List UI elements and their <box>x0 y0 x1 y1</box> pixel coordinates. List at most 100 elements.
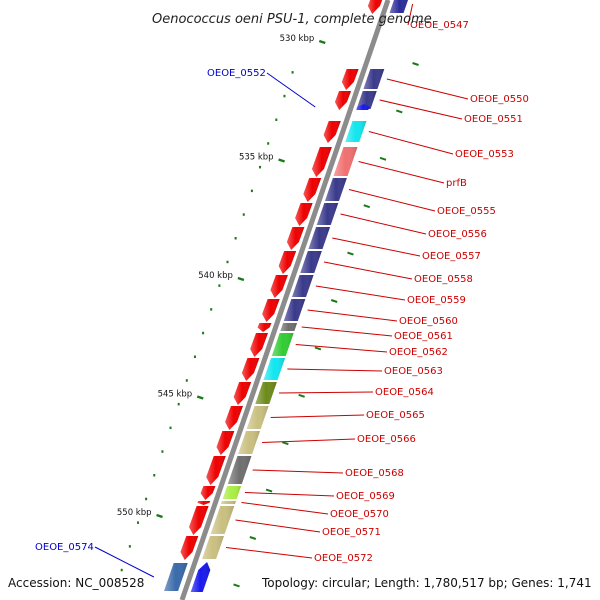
tick-mark <box>237 276 245 282</box>
cog-block-shading <box>227 456 252 484</box>
cog-block-shading <box>210 506 235 534</box>
topology-text: Topology: circular; Length: 1,780,517 bp… <box>261 576 592 590</box>
leader-line-oeoe-0561 <box>301 326 393 337</box>
gene-label-oeoe-0559[interactable]: OEOE_0559 <box>407 295 466 306</box>
cog-block-shading <box>308 227 331 249</box>
gene-label-oeoe-0551[interactable]: OEOE_0551 <box>464 114 523 125</box>
gene-prfb[interactable] <box>311 147 332 177</box>
outer-tick <box>347 251 354 256</box>
gene-label-oeoe-0550[interactable]: OEOE_0550 <box>470 94 529 105</box>
minor-tick <box>177 402 180 406</box>
gene-label-oeoe-0561[interactable]: OEOE_0561 <box>394 331 453 342</box>
gene-oeoe-0552[interactable] <box>356 104 370 110</box>
minor-tick <box>242 213 245 216</box>
gene-label-oeoe-0555[interactable]: OEOE_0555 <box>437 206 496 217</box>
cog-block-shading <box>164 563 188 591</box>
gene-label-oeoe-0563[interactable]: OEOE_0563 <box>384 366 443 377</box>
cog-block-shading <box>263 358 286 380</box>
gene-oeoe-0568[interactable] <box>206 456 226 485</box>
minor-tick <box>169 426 172 430</box>
gene-label-oeoe-0570[interactable]: OEOE_0570 <box>330 509 389 520</box>
gene-arrow-shading <box>190 562 211 592</box>
gene-oeoe-0562[interactable] <box>250 333 269 357</box>
gene-oeoe-0572[interactable] <box>180 536 199 560</box>
gene-oeoe-0569[interactable] <box>200 486 216 500</box>
gene-oeoe-0574[interactable] <box>190 562 211 592</box>
gene-oeoe-0565[interactable] <box>225 406 243 430</box>
leader-line-oeoe-0566 <box>262 438 356 443</box>
gene-label-prfb[interactable]: prfB <box>446 178 467 189</box>
tick-label: 530 kbp <box>280 34 315 44</box>
gene-label-oeoe-0556[interactable]: OEOE_0556 <box>428 229 487 240</box>
leader-line-oeoe-0551 <box>379 99 463 120</box>
outer-tick <box>282 441 289 446</box>
gene-oeoe-0564[interactable] <box>233 382 252 405</box>
tick-mark <box>196 395 204 400</box>
leader-line-oeoe-0569 <box>244 492 335 497</box>
gene-oeoe-0571[interactable] <box>189 506 209 535</box>
gene-arrow-shading <box>341 69 359 90</box>
gene-oeoe-0558[interactable] <box>278 251 297 274</box>
minor-tick <box>145 497 148 501</box>
gene-oeoe-0563[interactable] <box>241 358 260 381</box>
tick-mark <box>278 158 285 163</box>
gene-oeoe-0551[interactable] <box>334 91 352 110</box>
gene-label-oeoe-0553[interactable]: OEOE_0553 <box>455 149 514 160</box>
leader-line-oeoe-0560 <box>307 309 398 322</box>
gene-oeoe-0557[interactable] <box>286 227 305 250</box>
gene-track <box>180 0 384 592</box>
gene-label-oeoe-0558[interactable]: OEOE_0558 <box>414 274 473 285</box>
minor-tick <box>291 71 294 74</box>
gene-label-oeoe-0568[interactable]: OEOE_0568 <box>345 468 404 479</box>
genome-backbone <box>179 0 391 600</box>
gene-label-oeoe-0562[interactable]: OEOE_0562 <box>389 347 448 358</box>
gene-label-oeoe-0560[interactable]: OEOE_0560 <box>399 316 458 327</box>
gene-oeoe-0555[interactable] <box>303 178 322 202</box>
minor-tick-layer <box>120 62 419 588</box>
gene-oeoe-0566[interactable] <box>216 431 235 455</box>
minor-tick <box>136 521 139 524</box>
cog-block-shading <box>238 431 261 454</box>
gene-label-oeoe-0552[interactable]: OEOE_0552 <box>207 68 266 79</box>
cog-block-shading <box>292 275 314 297</box>
gene-oeoe-0547[interactable] <box>367 0 384 14</box>
minor-tick <box>259 165 262 169</box>
leader-line-oeoe-0562 <box>295 344 388 353</box>
cog-block-shading <box>255 382 277 404</box>
gene-label-oeoe-0571[interactable]: OEOE_0571 <box>322 527 381 538</box>
gene-oeoe-0556[interactable] <box>295 203 313 226</box>
outer-tick <box>363 204 371 209</box>
leader-line-oeoe-0565 <box>270 414 365 418</box>
gene-oeoe-0553[interactable] <box>323 121 341 143</box>
gene-arrow-shading <box>216 431 235 455</box>
leader-line-oeoe-0574 <box>94 546 155 578</box>
minor-tick <box>120 568 123 572</box>
gene-oeoe-0560[interactable] <box>262 299 280 322</box>
cog-block-shading <box>283 299 306 321</box>
minor-tick <box>161 450 164 453</box>
gene-label-oeoe-0547[interactable]: OEOE_0547 <box>410 20 469 31</box>
outer-tick <box>330 299 338 303</box>
gene-label-oeoe-0565[interactable]: OEOE_0565 <box>366 410 425 421</box>
minor-tick <box>128 545 131 548</box>
gene-label-oeoe-0564[interactable]: OEOE_0564 <box>375 387 434 398</box>
gene-label-oeoe-0569[interactable]: OEOE_0569 <box>336 491 395 502</box>
minor-tick <box>153 474 156 477</box>
leader-line-oeoe-0552 <box>266 72 316 108</box>
gene-arrow-shading <box>225 406 243 430</box>
cog-block-shading <box>271 333 294 356</box>
tick-550: 550 kbp <box>117 508 163 519</box>
gene-oeoe-0550[interactable] <box>341 69 359 90</box>
tick-mark <box>156 513 163 519</box>
gene-label-oeoe-0557[interactable]: OEOE_0557 <box>422 251 481 262</box>
tick-label: 550 kbp <box>117 508 152 518</box>
gene-label-oeoe-0572[interactable]: OEOE_0572 <box>314 553 373 564</box>
leader-line-oeoe-0563 <box>287 368 383 372</box>
gene-label-oeoe-0574[interactable]: OEOE_0574 <box>35 542 94 553</box>
gene-oeoe-0561[interactable] <box>257 323 272 332</box>
gene-arrow-shading <box>257 323 272 332</box>
gene-oeoe-0570[interactable] <box>197 501 211 505</box>
gene-oeoe-0559[interactable] <box>270 275 288 298</box>
gene-label-oeoe-0566[interactable]: OEOE_0566 <box>357 434 416 445</box>
tick-530: 530 kbp <box>280 34 326 45</box>
